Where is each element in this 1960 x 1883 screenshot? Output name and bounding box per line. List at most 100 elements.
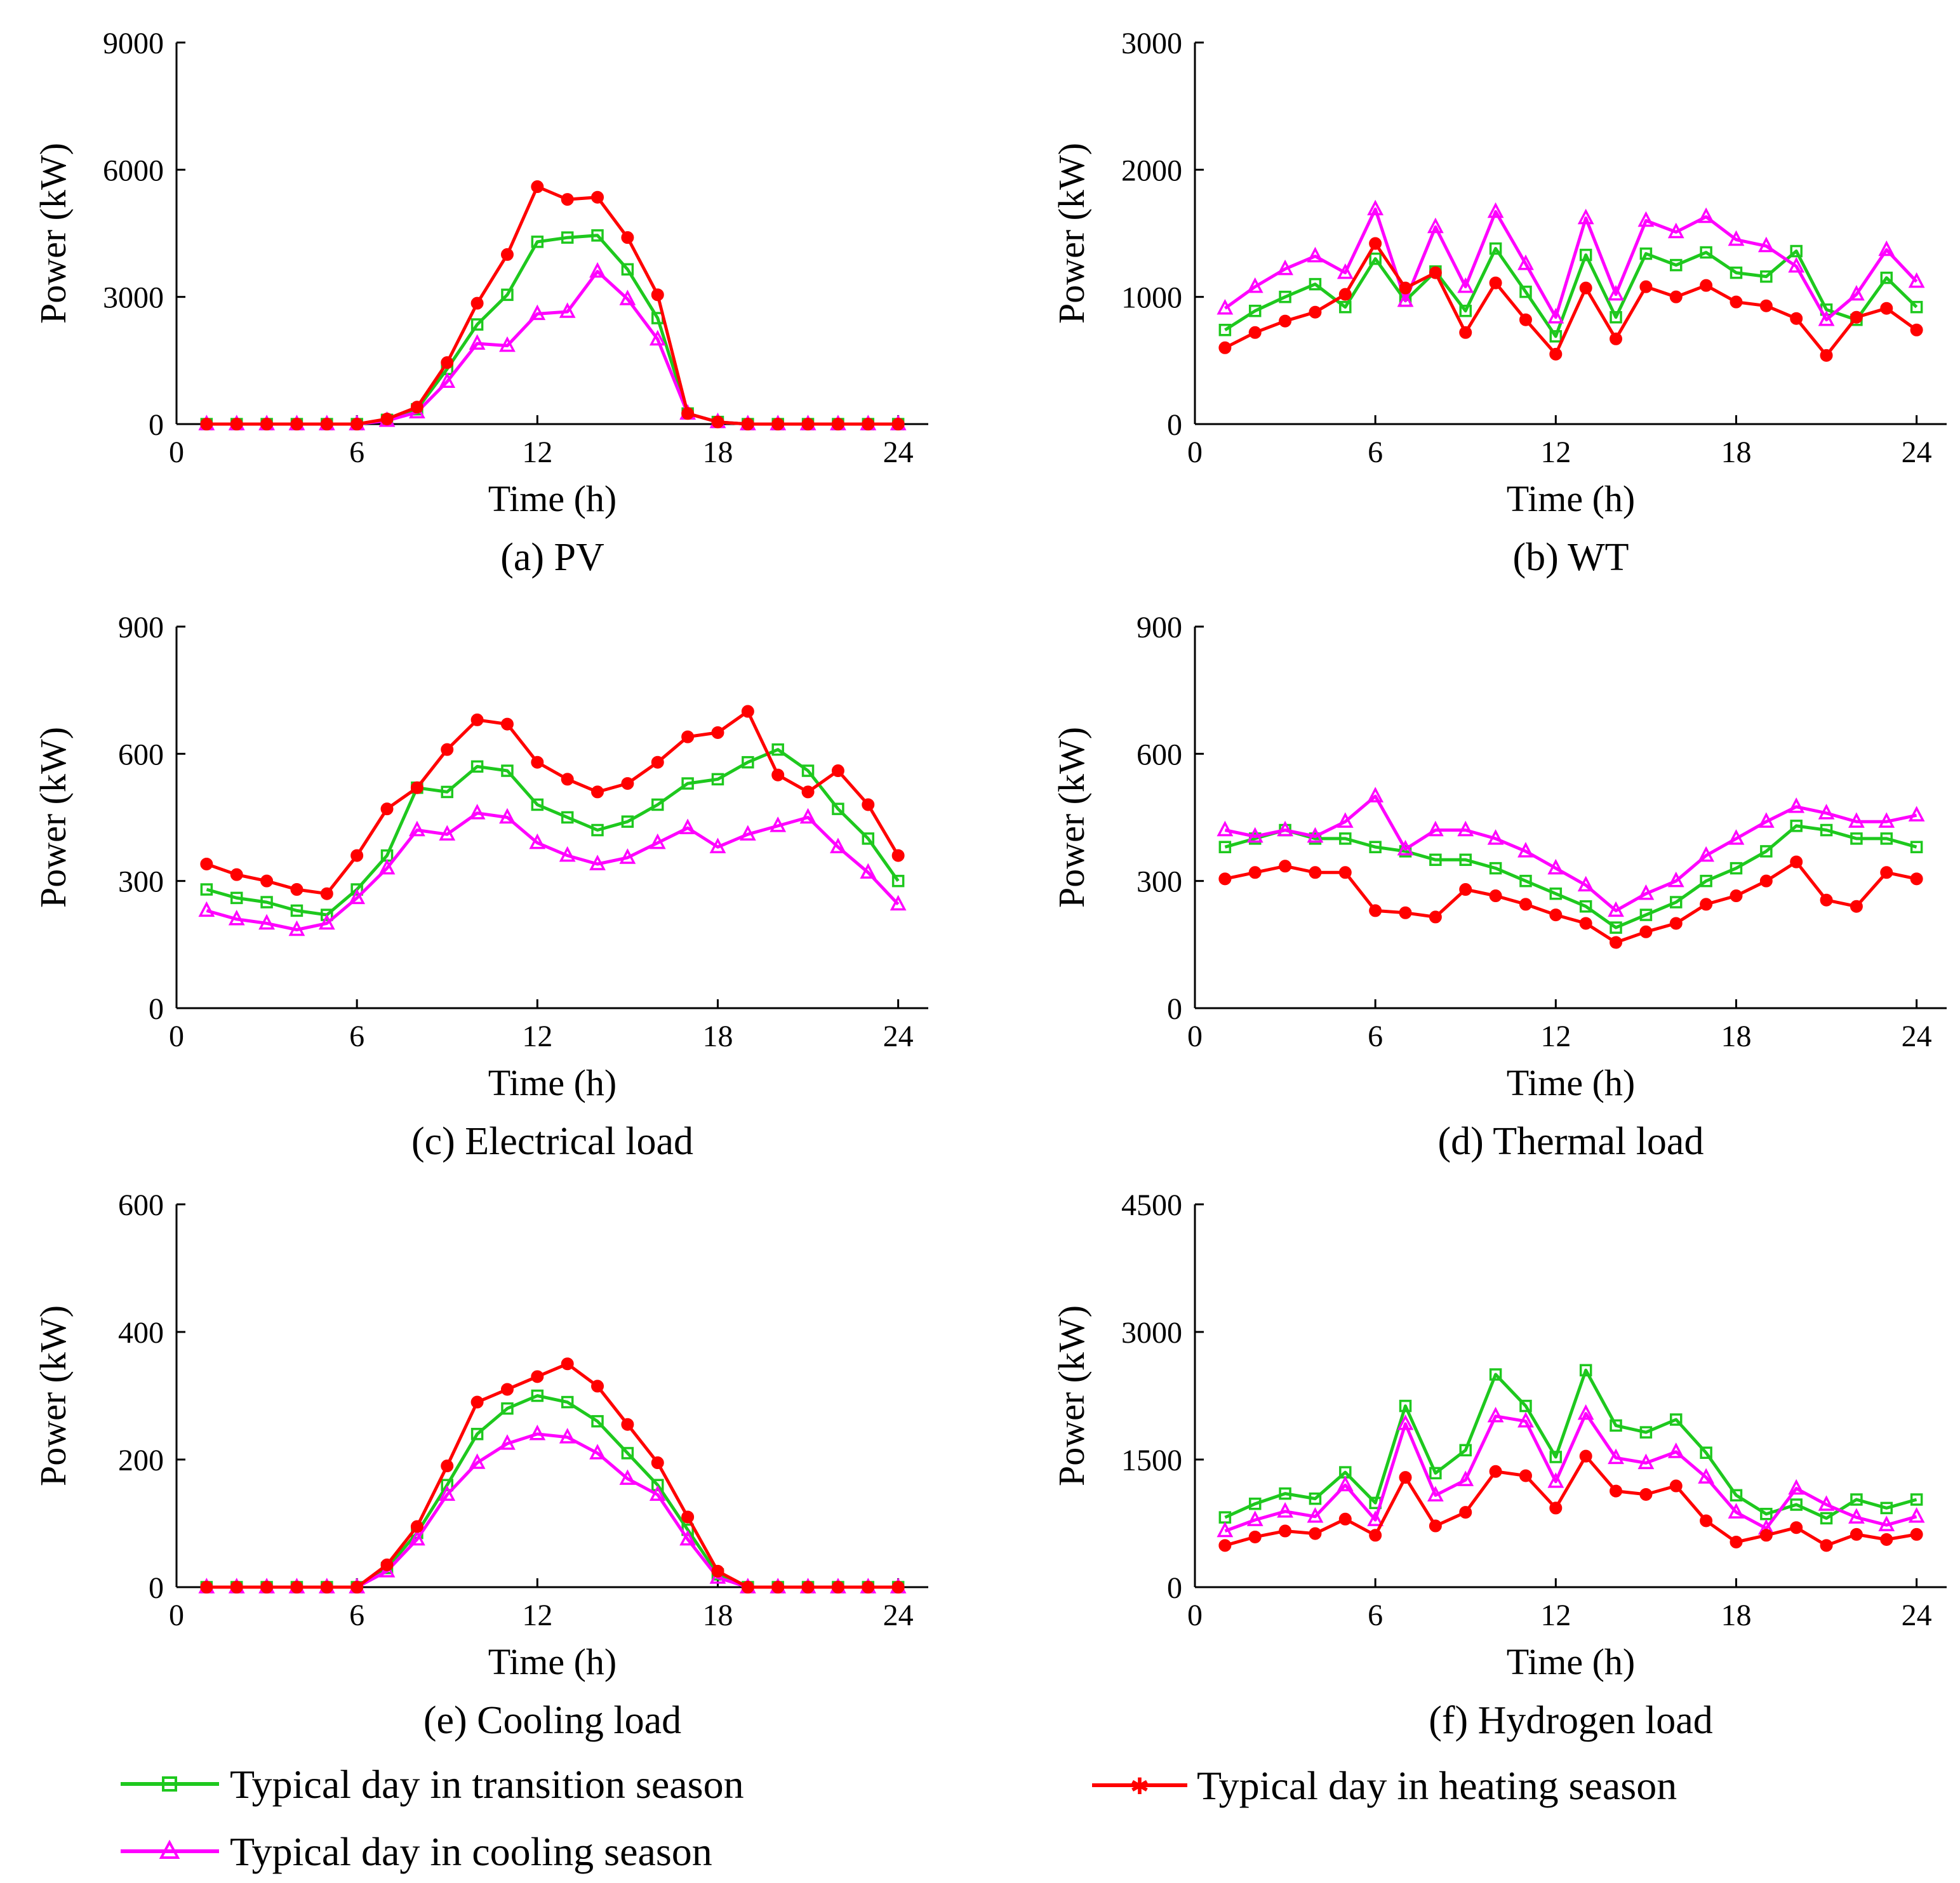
data-point-triangle [1217,1521,1234,1538]
data-point-asterisk [681,407,695,420]
data-point-square [832,802,844,815]
data-point-asterisk [771,418,785,430]
data-point-square [1459,304,1472,317]
data-point-triangle [1608,901,1624,917]
y-tick-label: 600 [1137,738,1182,771]
data-point-square [470,1428,484,1441]
data-point-square [1910,300,1923,314]
data-point-square [1549,887,1563,900]
data-point-asterisk [1399,281,1412,295]
series-heating [1218,1449,1923,1552]
x-tick-label: 24 [883,436,914,469]
data-point-triangle [1367,1510,1384,1526]
y-tick-label: 0 [149,408,164,442]
data-point-asterisk [651,755,664,769]
data-point-triangle [1757,812,1775,828]
data-point-asterisk [230,1581,243,1594]
series-heating [1218,855,1923,949]
data-point-asterisk [1730,1535,1743,1548]
data-point-asterisk [1549,1501,1563,1515]
data-point-triangle [679,1529,697,1546]
data-point-square [501,764,514,777]
data-point-asterisk [831,764,844,778]
y-tick-label: 0 [1167,408,1182,442]
data-point-asterisk [290,418,303,430]
y-tick-label: 2000 [1121,154,1182,187]
data-point-asterisk [1850,1527,1863,1541]
chart-panel-3: 0 6 12 18 24 0 300 600 900 Time (h) Power (kW) (c) … [32,611,928,1163]
chart-panel-1: 0 6 12 18 24 0 3000 6000 9000 Time (h) Power (kW) (… [32,27,928,579]
series-transition [1218,820,1923,934]
data-point-asterisk [1910,872,1923,886]
y-axis-label: Power (kW) [32,143,74,324]
data-point-asterisk [260,874,274,888]
data-point-asterisk [1579,281,1592,295]
data-point-asterisk [621,777,634,790]
data-point-triangle [1277,820,1293,837]
data-point-square [651,1479,664,1491]
x-tick-label: 0 [169,436,184,469]
data-point-triangle [559,846,576,862]
data-point-triangle [1908,1507,1925,1523]
data-point-triangle [1517,842,1534,858]
legend: Typical day in transition season Typical… [121,1762,1677,1874]
data-point-asterisk [260,1581,274,1594]
data-point-asterisk [1880,302,1893,315]
data-point-triangle [499,808,516,824]
data-point-asterisk [1549,347,1563,361]
y-tick-label: 0 [1167,992,1182,1026]
data-point-triangle [1246,827,1263,843]
legend-label-transition: Typical day in transition season [230,1762,744,1807]
data-point-square [441,1479,453,1491]
data-point-asterisk [621,1418,634,1431]
data-point-asterisk [1610,332,1623,345]
data-point-triangle [649,1485,666,1501]
data-point-triangle [1848,812,1865,828]
data-point-asterisk [1669,1479,1683,1493]
data-point-asterisk [350,418,364,430]
series-line-heating [206,185,898,426]
data-point-triangle [1667,871,1684,888]
data-point-triangle [1397,291,1414,307]
legend-entry-cooling: Typical day in cooling season [121,1829,712,1874]
chart-panel-4: 0 6 12 18 24 0 300 600 900 Time (h) Power (kW) (d) … [1051,611,1947,1163]
data-point-asterisk [410,1520,423,1533]
data-point-square [1670,1413,1683,1426]
data-point-asterisk [441,1460,454,1473]
series-line-cooling [206,1432,898,1589]
data-point-square [621,1447,634,1460]
legend-label-heating: Typical day in heating season [1197,1763,1677,1808]
y-axis-label: Power (kW) [1051,143,1092,324]
data-point-asterisk [1489,889,1502,903]
data-point-square [1730,1489,1743,1502]
data-point-square [1279,1487,1291,1500]
y-tick-label: 600 [118,1188,164,1222]
data-point-triangle [1457,277,1474,293]
data-point-square [1880,271,1893,284]
data-point-square [1820,1512,1833,1525]
data-point-asterisk [1759,874,1773,888]
data-point-asterisk [500,1383,514,1396]
data-point-asterisk [441,356,454,369]
y-axis-label: Power (kW) [1051,727,1092,908]
data-point-triangle [1698,1468,1715,1484]
data-point-triangle [529,833,546,849]
data-point-asterisk [1279,860,1292,873]
data-point-asterisk [1850,310,1863,324]
x-tick-label: 24 [1902,436,1932,469]
data-point-asterisk [531,755,544,769]
y-axis-label: Power (kW) [32,727,74,908]
data-point-square [1519,1399,1532,1413]
data-point-square [1820,823,1833,837]
chart-caption: (c) Electrical load [411,1120,693,1163]
data-point-asterisk [1579,917,1592,930]
data-point-triangle [1457,1470,1474,1486]
data-point-triangle [1307,827,1324,843]
y-tick-label: 1500 [1121,1444,1182,1477]
data-point-asterisk [1338,288,1352,301]
series-cooling [1217,199,1925,326]
y-tick-label: 900 [118,611,164,644]
data-point-triangle [469,1453,486,1469]
data-point-triangle [1487,1406,1504,1423]
data-point-triangle [288,920,305,936]
